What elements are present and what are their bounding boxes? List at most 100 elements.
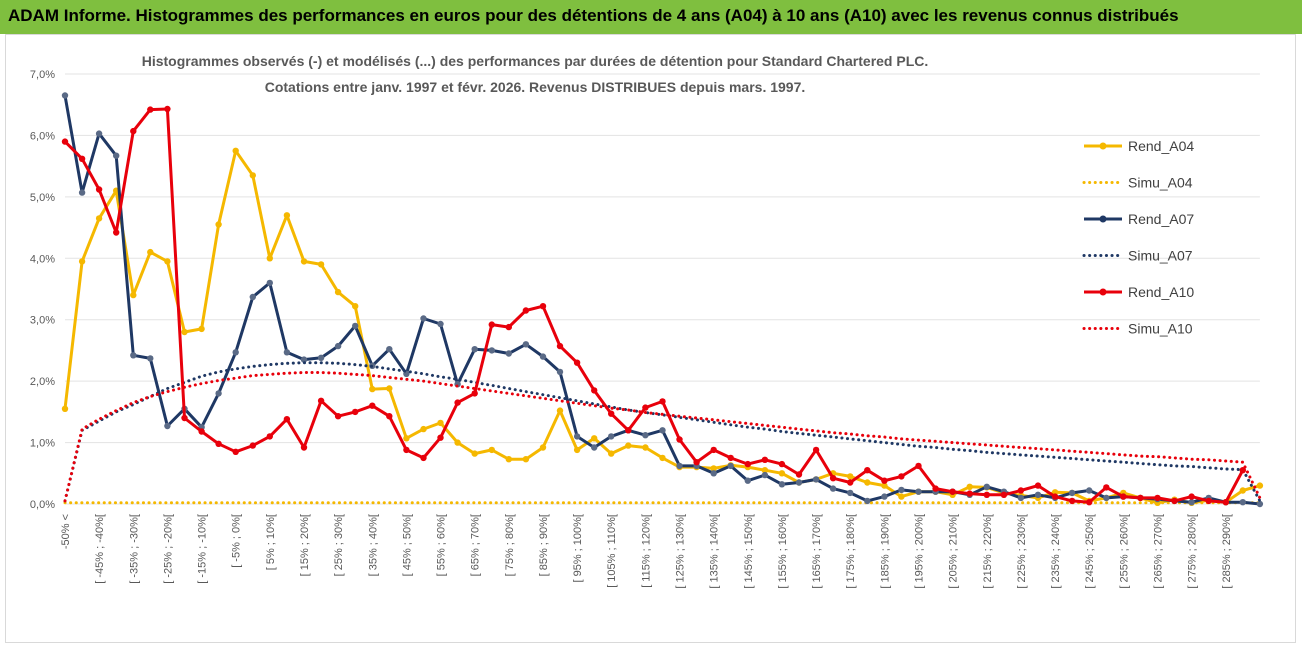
- data-point-rend-a04: [966, 483, 973, 490]
- legend-label-simu-a04[interactable]: Simu_A04: [1128, 175, 1193, 191]
- x-tick-label: [ 115% ; 120%[: [640, 514, 652, 588]
- data-point-rend-a07: [710, 470, 717, 477]
- data-point-rend-a04: [608, 450, 615, 457]
- data-point-rend-a10: [693, 459, 700, 466]
- x-tick-label: [ 35% ; 40%[: [367, 514, 379, 576]
- x-tick-label: [ 185% ; 190%[: [879, 514, 891, 589]
- data-point-rend-a04: [95, 215, 103, 222]
- data-point-rend-a10: [744, 460, 751, 468]
- data-point-rend-a07: [608, 433, 615, 440]
- data-point-rend-a07: [727, 462, 734, 470]
- data-point-rend-a10: [1222, 499, 1230, 506]
- data-point-rend-a04: [847, 473, 854, 480]
- x-tick-label: [ 55% ; 60%[: [436, 514, 448, 576]
- data-point-rend-a10: [1017, 487, 1025, 494]
- data-point-rend-a10: [915, 462, 922, 470]
- data-point-rend-a04: [454, 439, 461, 446]
- x-tick-label: [ 165% ; 170%[: [811, 514, 823, 589]
- data-point-rend-a07: [676, 462, 683, 470]
- x-tick-label: [ 75% ; 80%[: [504, 514, 516, 576]
- data-point-rend-a07: [283, 349, 291, 356]
- data-point-rend-a10: [966, 490, 973, 497]
- data-point-rend-a04: [164, 258, 171, 265]
- data-point-rend-a04: [898, 493, 905, 500]
- data-point-rend-a07: [300, 356, 308, 363]
- data-point-rend-a10: [454, 399, 461, 406]
- data-point-rend-a07: [659, 427, 666, 434]
- data-point-rend-a07: [829, 485, 837, 492]
- page-title: ADAM Informe. Histogrammes des performan…: [8, 6, 1179, 25]
- y-tick-label: 1,0%: [30, 438, 55, 450]
- data-point-rend-a10: [215, 440, 222, 447]
- data-point-rend-a04: [539, 444, 547, 451]
- x-tick-label: [ 85% ; 90%[: [538, 514, 550, 576]
- data-point-rend-a04: [249, 172, 256, 179]
- data-point-rend-a10: [556, 342, 564, 350]
- data-point-rend-a04: [659, 454, 666, 462]
- legend-label-rend-a04[interactable]: Rend_A04: [1128, 138, 1194, 154]
- data-point-rend-a10: [1239, 467, 1247, 474]
- legend-label-rend-a07[interactable]: Rend_A07: [1128, 211, 1194, 227]
- y-tick-label: 6,0%: [30, 130, 55, 142]
- data-point-rend-a04: [488, 446, 495, 454]
- legend-marker: [1099, 288, 1107, 296]
- data-point-rend-a10: [232, 448, 239, 455]
- y-tick-label: 3,0%: [30, 315, 55, 327]
- x-tick-label: [ 45% ; 50%[: [401, 514, 413, 576]
- data-point-rend-a04: [78, 258, 86, 265]
- x-tick-label: [ 15% ; 20%[: [299, 514, 311, 576]
- data-point-rend-a10: [608, 410, 615, 417]
- data-point-rend-a04: [334, 288, 342, 296]
- data-point-rend-a07: [249, 293, 256, 301]
- x-tick-label: [ -25% ; -20%[: [162, 514, 174, 584]
- data-point-rend-a07: [778, 481, 786, 488]
- data-point-rend-a04: [591, 435, 598, 442]
- data-point-rend-a07: [471, 346, 478, 353]
- data-point-rend-a04: [505, 456, 512, 463]
- data-point-rend-a10: [727, 454, 734, 462]
- data-point-rend-a10: [95, 186, 103, 193]
- data-point-rend-a10: [437, 434, 444, 441]
- legend-label-rend-a10[interactable]: Rend_A10: [1128, 284, 1194, 300]
- data-point-rend-a07: [761, 471, 769, 479]
- data-point-rend-a07: [556, 368, 564, 376]
- data-point-rend-a10: [573, 359, 581, 366]
- data-point-rend-a10: [812, 446, 820, 454]
- data-point-rend-a04: [761, 467, 769, 474]
- legend-label-simu-a07[interactable]: Simu_A07: [1128, 248, 1193, 264]
- x-tick-label: [ 205% ; 210%[: [948, 514, 960, 589]
- data-point-rend-a04: [232, 147, 239, 154]
- x-tick-label: [ 245% ; 250%[: [1084, 514, 1096, 589]
- x-tick-label: [ -5% ; 0%[: [231, 514, 243, 568]
- data-point-rend-a04: [181, 328, 188, 336]
- x-tick-label: [ 235% ; 240%[: [1050, 514, 1062, 589]
- data-point-rend-a10: [334, 413, 342, 420]
- data-point-rend-a10: [386, 413, 393, 420]
- data-point-rend-a07: [386, 346, 393, 353]
- legend[interactable]: Rend_A04 Simu_A04 Rend_A07 Simu_A07 Rend_A10…: [1082, 138, 1194, 337]
- data-point-rend-a07: [795, 479, 803, 486]
- x-tick-label: [ 155% ; 160%[: [777, 514, 789, 589]
- data-point-rend-a10: [249, 442, 256, 449]
- data-point-rend-a10: [1137, 494, 1144, 502]
- data-point-rend-a04: [369, 385, 376, 393]
- data-point-rend-a04: [130, 291, 137, 299]
- x-tick-label: [ 215% ; 220%[: [982, 514, 994, 589]
- x-tick-label: [ 175% ; 180%[: [845, 514, 857, 589]
- data-point-rend-a07: [1256, 500, 1264, 508]
- data-point-rend-a07: [1103, 494, 1110, 502]
- data-point-rend-a04: [437, 419, 444, 427]
- data-point-rend-a07: [437, 320, 444, 328]
- data-point-rend-a04: [215, 221, 222, 228]
- x-tick-label: [ 5% ; 10%[: [265, 514, 277, 570]
- data-point-rend-a07: [812, 476, 820, 483]
- data-point-rend-a10: [1188, 493, 1195, 500]
- x-tick-label: [ 225% ; 230%[: [1016, 514, 1028, 589]
- data-point-rend-a04: [420, 425, 427, 433]
- x-tick-label: [ 65% ; 70%[: [470, 514, 482, 576]
- data-point-rend-a10: [539, 303, 547, 310]
- data-point-rend-a07: [1034, 491, 1042, 498]
- legend-label-simu-a10[interactable]: Simu_A10: [1128, 321, 1193, 337]
- x-tick-label: [ 265% ; 270%[: [1152, 514, 1164, 589]
